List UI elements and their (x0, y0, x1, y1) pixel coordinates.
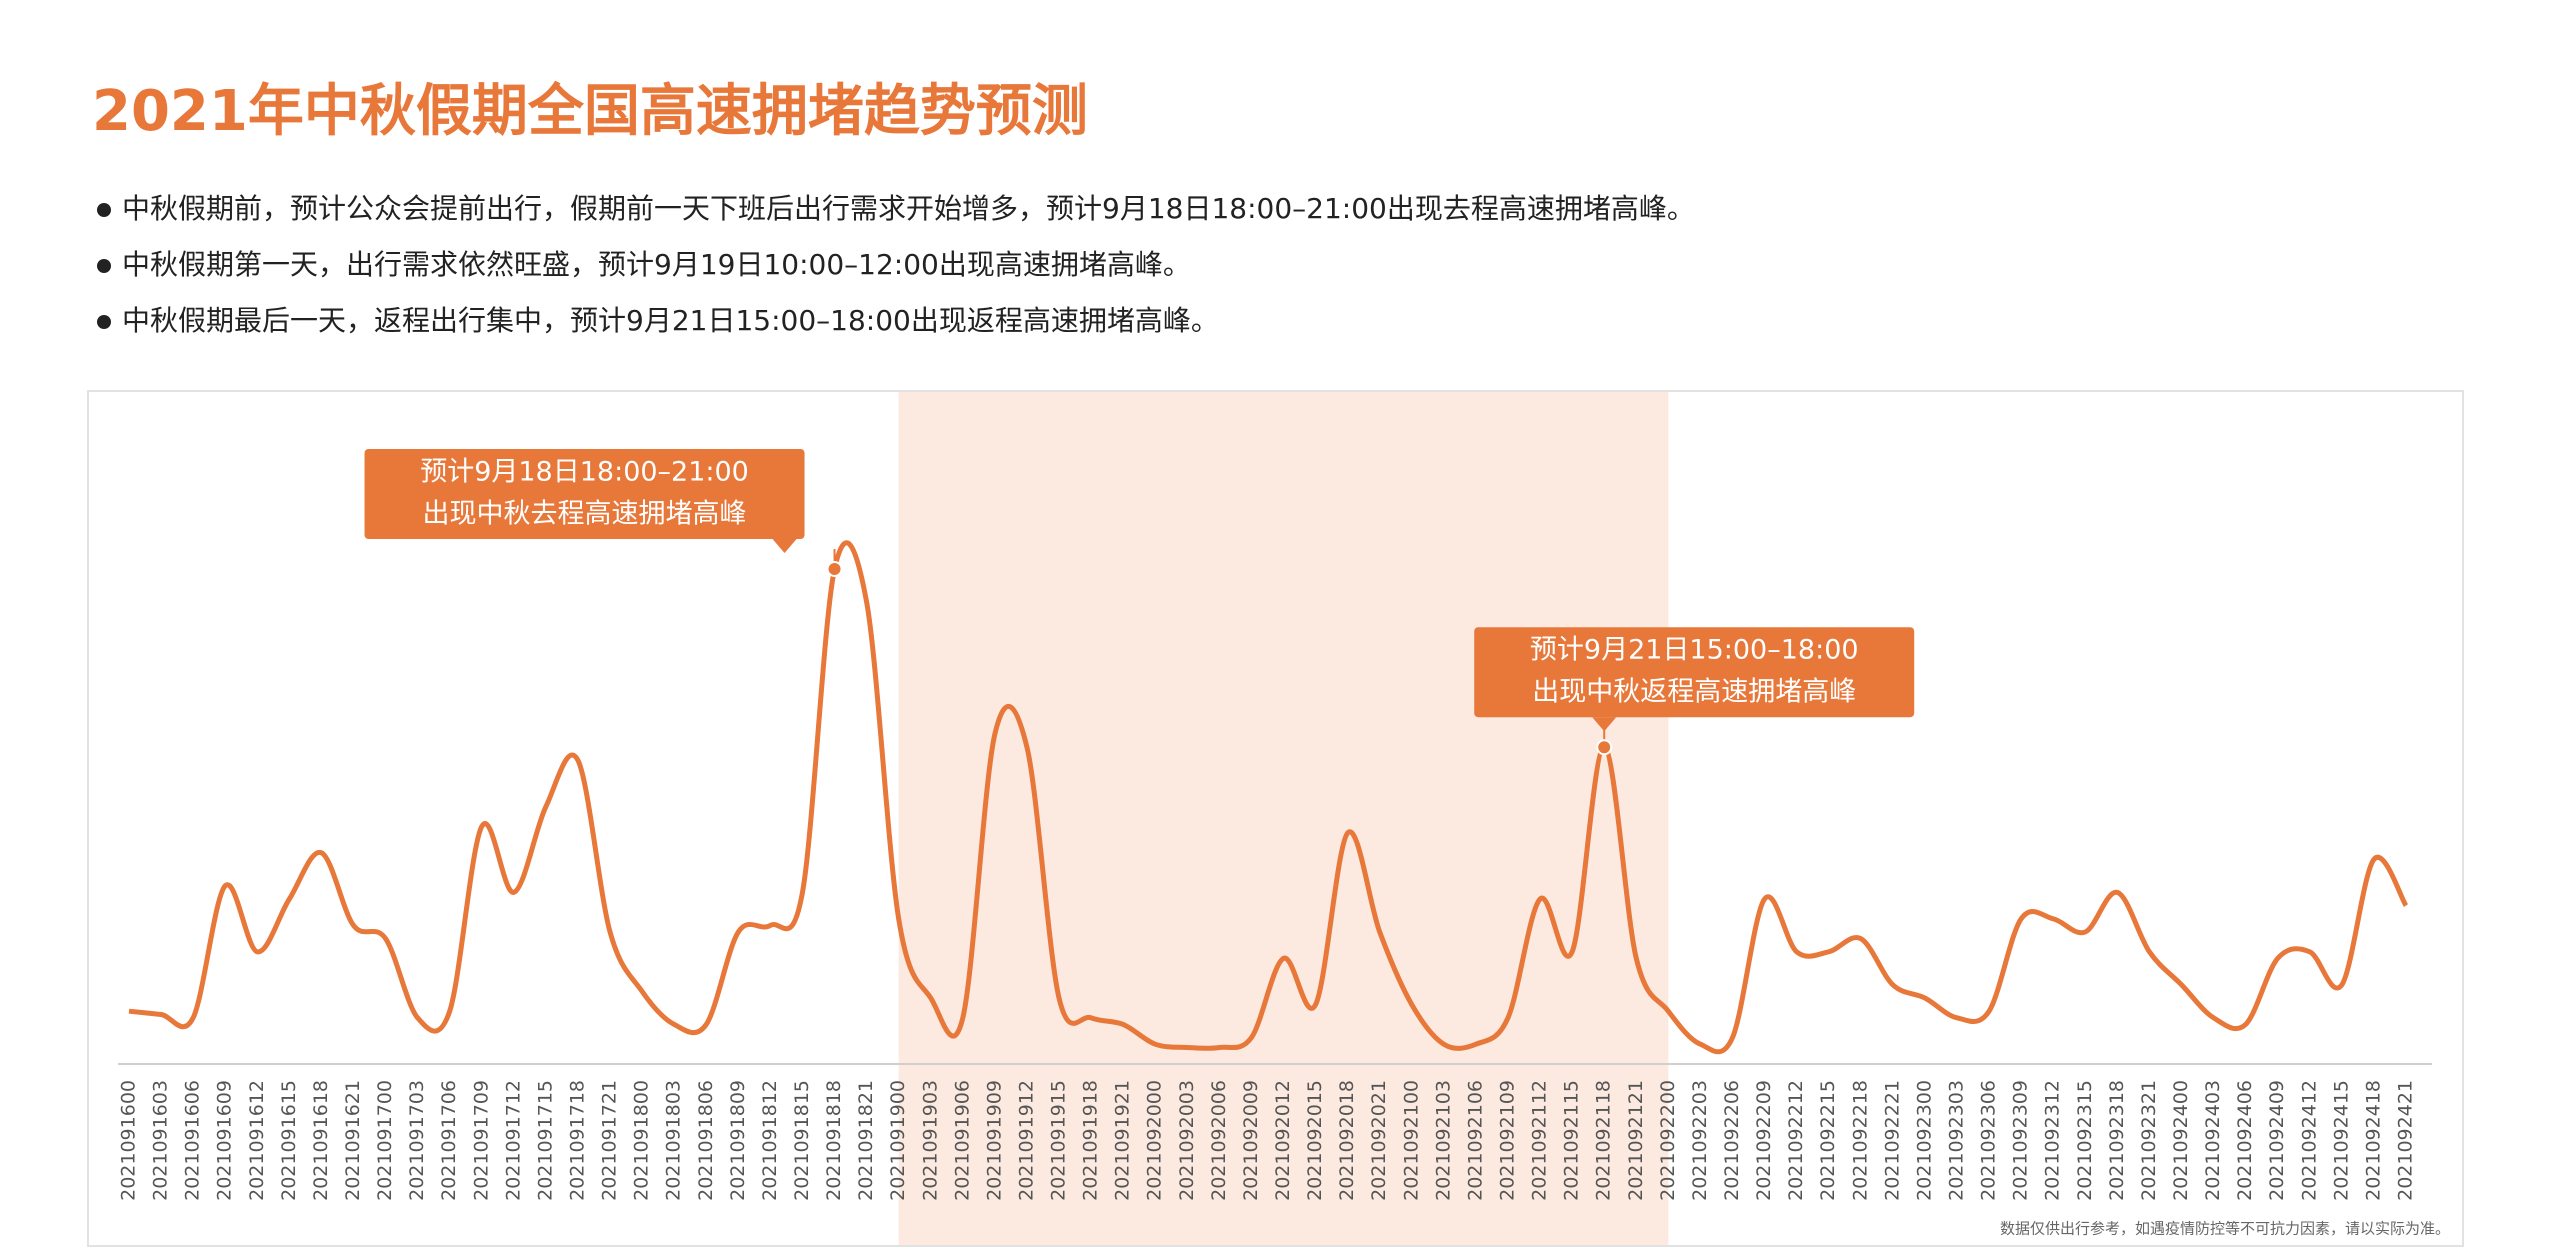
x-tick-label: 2021092015 (1304, 1080, 1326, 1201)
footnote: 数据仅供出行参考，如遇疫情防控等不可抗力因素，请以实际为准。 (2000, 1220, 2450, 1238)
plot-frame (87, 390, 2464, 1247)
x-tick-label: 2021092109 (1497, 1080, 1519, 1201)
x-tick-label: 2021091921 (1112, 1080, 1134, 1201)
annotation-pointer (1592, 717, 1617, 732)
x-tick-label: 2021092315 (2074, 1080, 2096, 1201)
x-tick-label: 2021092218 (1849, 1080, 1871, 1201)
x-tick-label: 2021091721 (599, 1080, 621, 1201)
x-tick-label: 2021091700 (374, 1080, 396, 1201)
x-tick-label: 2021091815 (791, 1080, 813, 1201)
x-tick-label: 2021091900 (887, 1080, 909, 1201)
x-tick-label: 2021092203 (1689, 1080, 1711, 1201)
x-tick-label: 2021092415 (2330, 1080, 2352, 1201)
x-tick-label: 2021091918 (1080, 1080, 1102, 1201)
x-tick-label: 2021091600 (118, 1080, 140, 1201)
x-tick-label: 2021092115 (1561, 1080, 1583, 1201)
x-tick-label: 2021092409 (2266, 1080, 2288, 1201)
x-tick-label: 2021091903 (919, 1080, 941, 1201)
x-tick-label: 2021092403 (2202, 1080, 2224, 1201)
x-tick-label: 2021091812 (759, 1080, 781, 1201)
x-tick-label: 2021091803 (663, 1080, 685, 1201)
x-tick-label: 2021092215 (1817, 1080, 1839, 1201)
x-tick-label: 2021091915 (1048, 1080, 1070, 1201)
x-tick-label: 2021092106 (1464, 1080, 1486, 1201)
holiday-band (898, 392, 1669, 1245)
x-tick-label: 2021091715 (534, 1080, 556, 1201)
x-tick-label: 2021092400 (2170, 1080, 2192, 1201)
x-tick-label: 2021091718 (566, 1080, 588, 1201)
annotation-text: 预计9月18日18:00–21:00 (420, 457, 749, 488)
x-tick-label: 2021092009 (1240, 1080, 1262, 1201)
x-tick-label: 2021092206 (1721, 1080, 1743, 1201)
x-tick-label: 2021092318 (2106, 1080, 2128, 1201)
annotation-pointer (772, 539, 797, 553)
x-tick-label: 2021092300 (1913, 1080, 1935, 1201)
x-tick-label: 2021092012 (1272, 1080, 1294, 1201)
x-tick-label: 2021092209 (1753, 1080, 1775, 1201)
x-tick-label: 2021092212 (1785, 1080, 1807, 1201)
x-tick-label: 2021092000 (1144, 1080, 1166, 1201)
x-tick-label: 2021092312 (2042, 1080, 2064, 1201)
x-tick-label: 2021091909 (983, 1080, 1005, 1201)
x-tick-label: 2021092103 (1432, 1080, 1454, 1201)
x-tick-label: 2021091603 (150, 1080, 172, 1201)
bullet (97, 203, 111, 217)
bullet (97, 315, 111, 329)
annotation-box (364, 449, 805, 539)
note: 中秋假期最后一天，返程出行集中，预计9月21日15:00–18:00出现返程高速… (122, 304, 1219, 337)
x-tick-label: 2021091706 (438, 1080, 460, 1201)
x-tick-label: 2021092006 (1208, 1080, 1230, 1201)
x-tick-label: 2021092003 (1176, 1080, 1198, 1201)
x-tick-label: 2021092200 (1657, 1080, 1679, 1201)
x-tick-label: 2021092309 (2010, 1080, 2032, 1201)
x-tick-label: 2021091621 (342, 1080, 364, 1201)
x-tick-label: 2021092306 (1978, 1080, 2000, 1201)
annotation-point (826, 561, 843, 577)
x-tick-label: 2021091712 (502, 1080, 524, 1201)
annotation-text: 预计9月21日15:00–18:00 (1530, 635, 1859, 666)
x-tick-label: 2021092421 (2394, 1080, 2416, 1201)
x-tick-label: 2021091609 (214, 1080, 236, 1201)
x-tick-label: 2021092018 (1336, 1080, 1358, 1201)
chart-title: 2021年中秋假期全国高速拥堵趋势预测 (92, 79, 1088, 144)
x-tick-label: 2021091818 (823, 1080, 845, 1201)
annotation-text: 出现中秋返程高速拥堵高峰 (1532, 677, 1856, 708)
x-tick-label: 2021092118 (1593, 1080, 1615, 1201)
x-tick-label: 2021092321 (2138, 1080, 2160, 1201)
note: 中秋假期第一天，出行需求依然旺盛，预计9月19日10:00–12:00出现高速拥… (122, 248, 1191, 281)
x-tick-label: 2021091800 (631, 1080, 653, 1201)
x-tick-label: 2021091821 (855, 1080, 877, 1201)
x-tick-label: 2021091906 (951, 1080, 973, 1201)
x-tick-label: 2021091612 (246, 1080, 268, 1201)
series-line (128, 540, 2409, 1055)
x-tick-label: 2021092221 (1881, 1080, 1903, 1201)
x-tick-label: 2021092121 (1625, 1080, 1647, 1201)
x-tick-label: 2021091606 (182, 1080, 204, 1201)
x-tick-label: 2021092112 (1529, 1080, 1551, 1201)
x-tick-label: 2021091809 (727, 1080, 749, 1201)
x-tick-label: 2021091709 (470, 1080, 492, 1201)
x-tick-label: 2021091615 (278, 1080, 300, 1201)
annotation-box (1474, 627, 1915, 718)
note: 中秋假期前，预计公众会提前出行，假期前一天下班后出行需求开始增多，预计9月18日… (122, 192, 1695, 225)
x-tick-label: 2021091806 (695, 1080, 717, 1201)
x-tick-label: 2021091618 (310, 1080, 332, 1201)
x-tick-label: 2021091912 (1015, 1080, 1037, 1201)
bullet (97, 259, 111, 273)
x-tick-label: 2021092021 (1368, 1080, 1390, 1201)
annotation-text: 出现中秋去程高速拥堵高峰 (423, 499, 747, 530)
annotation-point (1596, 739, 1613, 756)
x-tick-label: 2021092412 (2298, 1080, 2320, 1201)
x-tick-label: 2021092406 (2234, 1080, 2256, 1201)
x-tick-label: 2021092100 (1400, 1080, 1422, 1201)
x-tick-label: 2021092303 (1945, 1080, 1967, 1201)
x-tick-label: 2021091703 (406, 1080, 428, 1201)
x-tick-label: 2021092418 (2362, 1080, 2384, 1201)
